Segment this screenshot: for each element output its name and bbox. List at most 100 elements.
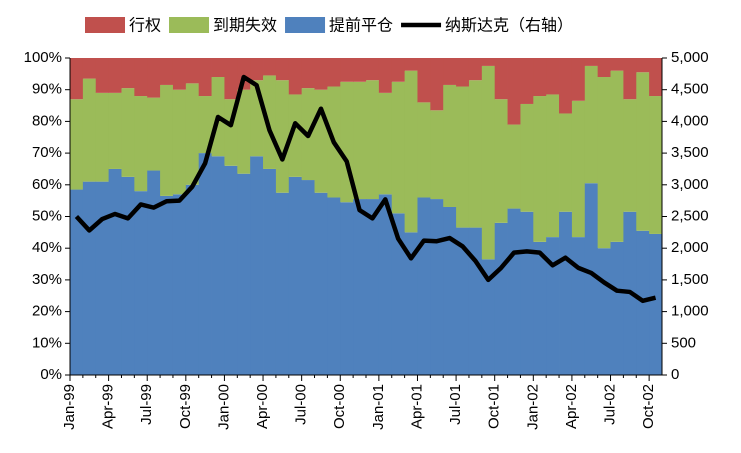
y-tick-label: 20% [32, 303, 62, 320]
bar-segment [237, 173, 251, 375]
x-tick-label: Oct-99 [177, 384, 194, 429]
bar-segment [468, 227, 483, 375]
bar-segment [546, 237, 560, 375]
bar-segment [301, 180, 315, 375]
bar-segment [417, 102, 431, 198]
x-tick-label: Oct-00 [331, 384, 348, 429]
bar-segment [366, 58, 380, 81]
bar-segment [185, 83, 200, 185]
bar-segment [108, 92, 122, 169]
y-tick-label: 60% [32, 176, 62, 193]
legend-swatch [85, 17, 125, 33]
bar-segment [108, 168, 122, 375]
bar-segment [288, 94, 303, 177]
bar-segment [82, 78, 97, 182]
legend-label: 提前平仓 [329, 16, 393, 35]
bar-segment [147, 170, 161, 375]
bar-segment [494, 99, 508, 223]
y2-tick-label: 3,500 [671, 144, 709, 161]
bar-segment [198, 153, 212, 375]
bar-segment [224, 58, 238, 100]
bar-segment [301, 58, 315, 89]
bar-segment [134, 96, 148, 192]
bar-segment [353, 199, 367, 375]
y2-tick-label: 1,500 [671, 271, 709, 288]
bar-segment [649, 58, 663, 97]
bar-segment [185, 58, 200, 84]
bar-segment [160, 58, 174, 85]
bar-segment [443, 58, 457, 85]
bar-segment [468, 58, 483, 81]
x-tick-label: Apr-01 [408, 384, 425, 429]
bar-segment [160, 195, 174, 375]
bar-segment [443, 84, 457, 207]
bar-segment [430, 110, 444, 200]
bar-segment [314, 58, 328, 90]
x-tick-label: Jul-01 [447, 384, 464, 425]
bar-segment [95, 58, 110, 93]
y2-tick-label: 1,000 [671, 303, 709, 320]
bar-segment [366, 199, 380, 375]
line-series [74, 74, 657, 304]
bar-segment [378, 194, 393, 375]
bar-segment [610, 70, 624, 242]
x-tick-label: Jul-99 [138, 384, 155, 425]
bar-segment [430, 58, 444, 111]
bar-segment [623, 58, 637, 100]
bar-segment [494, 222, 508, 375]
y-tick-label: 40% [32, 239, 62, 256]
bar-segment [443, 206, 457, 375]
bar-segment [430, 199, 444, 375]
bar-segment [250, 58, 264, 81]
bar-segment [327, 58, 341, 87]
y-tick-label: 0% [40, 366, 62, 383]
legend-label: 到期失效 [213, 16, 277, 35]
bar-segment [198, 96, 212, 154]
bar-segment [649, 96, 663, 234]
bar-segment [147, 97, 161, 171]
bar-segment [481, 65, 496, 260]
bar-segment [649, 233, 663, 375]
bar-segment [263, 75, 277, 169]
bar-segment [353, 81, 367, 200]
x-tick-label: Oct-02 [640, 384, 657, 429]
bar-segment [378, 58, 393, 93]
bar-segment [288, 58, 303, 95]
y-tick-label: 90% [32, 81, 62, 98]
bar-segment [494, 58, 508, 100]
bar-segment [533, 96, 547, 242]
bar-segment [121, 88, 135, 177]
bar-segment [571, 237, 586, 375]
y-tick-label: 100% [24, 49, 62, 66]
x-tick-label: Apr-00 [254, 384, 271, 429]
bar-segment [263, 58, 277, 76]
bar-segment [70, 189, 84, 375]
bar-segment [134, 191, 148, 375]
bar-segment [70, 58, 84, 100]
y2-tick-label: 0 [671, 366, 679, 383]
bar-segment [507, 208, 521, 375]
bar-segment [520, 211, 534, 375]
x-tick-label: Jul-00 [293, 384, 310, 425]
x-tick-label: Jan-02 [524, 384, 541, 430]
legend-label: 纳斯达克（右轴） [445, 16, 573, 35]
bar-segment [456, 58, 470, 87]
bar-segment [314, 192, 328, 375]
y2-tick-label: 4,000 [671, 112, 709, 129]
bar-segment [340, 58, 354, 82]
bar-segment [404, 70, 418, 233]
bar-segment [211, 58, 225, 78]
x-tick-label: Jan-01 [370, 384, 387, 430]
bar-segment [417, 58, 431, 103]
legend-swatch [169, 17, 210, 33]
legend-swatch [285, 17, 326, 33]
bar-segment [275, 192, 290, 375]
bar-segment [468, 80, 483, 228]
y-tick-label: 10% [32, 334, 62, 351]
bar-segment [121, 58, 135, 89]
bar-segment [610, 241, 624, 375]
bar-segment [636, 72, 650, 231]
bar-segment [198, 58, 212, 97]
bar-segment [597, 77, 611, 249]
bar-segment [185, 184, 200, 375]
